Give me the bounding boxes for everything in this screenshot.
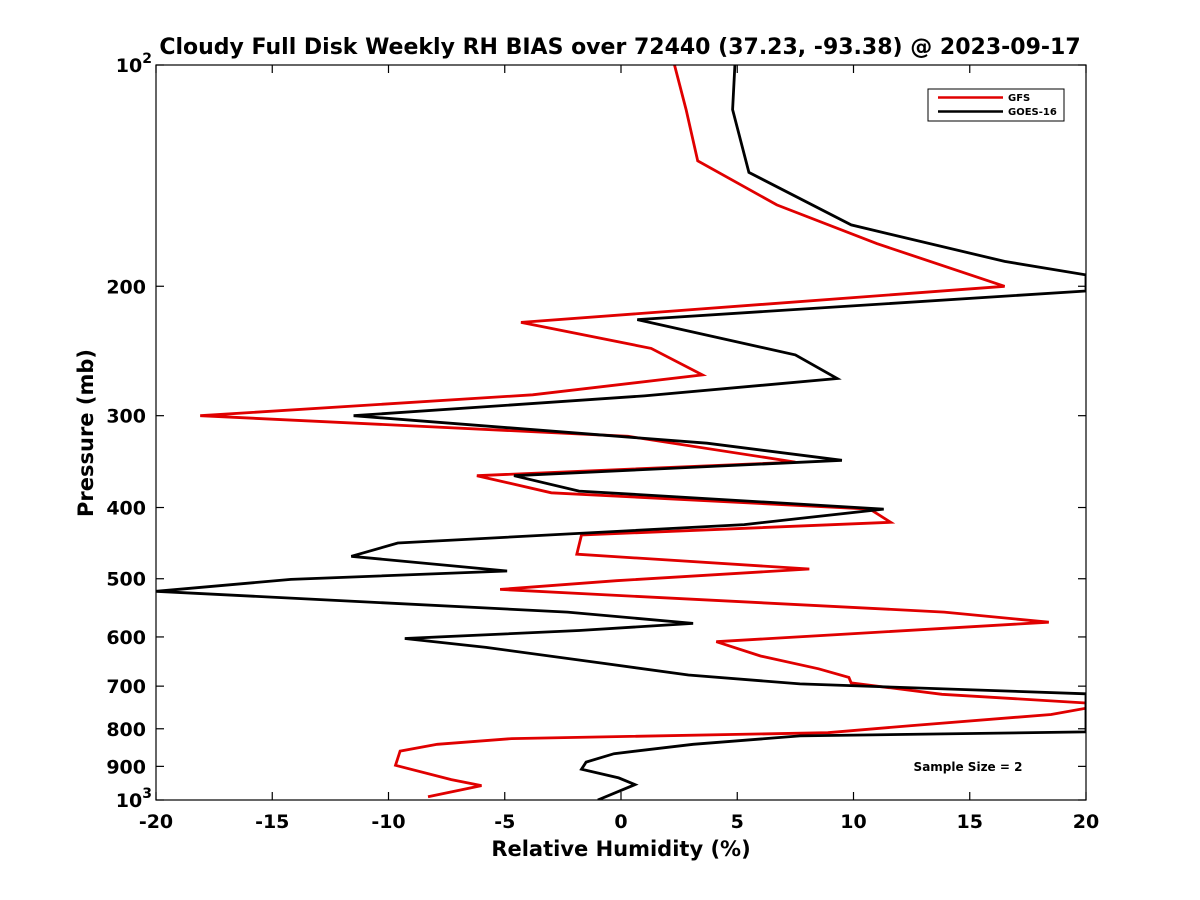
y-tick-label: 200 (106, 276, 146, 298)
legend-box (927, 88, 1065, 122)
series-layer (156, 65, 1086, 800)
series-line-gfs (200, 65, 1086, 799)
x-tick-label: 10 (840, 811, 866, 833)
x-axis: -20 -15 -10 -5 0 5 10 15 20 (139, 65, 1099, 833)
y-axis: 102 200 300 400 500 600 700 800 900 103 (106, 51, 1086, 812)
y-tick-label: 102 (116, 51, 152, 77)
y-tick-label: 800 (106, 719, 146, 741)
y-tick-label: 103 (116, 786, 152, 812)
y-tick-label: 500 (106, 569, 146, 591)
sample-size-annotation: Sample Size = 2 (914, 760, 1023, 774)
series-line-goes16 (156, 65, 1086, 800)
y-tick-label: 300 (106, 406, 146, 428)
y-axis-label: Pressure (mb) (74, 349, 98, 517)
legend: GFS GOES-16 (927, 88, 1065, 122)
legend-label-gfs: GFS (1008, 93, 1030, 104)
x-tick-label: -10 (371, 811, 405, 833)
x-tick-label: 15 (957, 811, 983, 833)
x-tick-label: -15 (255, 811, 289, 833)
x-tick-label: 20 (1073, 811, 1099, 833)
plot-area: -20 -15 -10 -5 0 5 10 15 20 102 200 300 400 500 600 70… (106, 51, 1099, 833)
y-tick-label: 400 (106, 498, 146, 520)
y-tick-label: 600 (106, 627, 146, 649)
x-tick-label: -5 (494, 811, 515, 833)
legend-label-goes16: GOES-16 (1008, 107, 1057, 118)
x-tick-label: -20 (139, 811, 173, 833)
x-axis-label: Relative Humidity (%) (491, 837, 750, 861)
y-tick-label: 900 (106, 756, 146, 778)
x-tick-label: 5 (731, 811, 744, 833)
chart-title: Cloudy Full Disk Weekly RH BIAS over 724… (159, 35, 1080, 60)
y-tick-label: 700 (106, 676, 146, 698)
x-tick-label: 0 (614, 811, 627, 833)
